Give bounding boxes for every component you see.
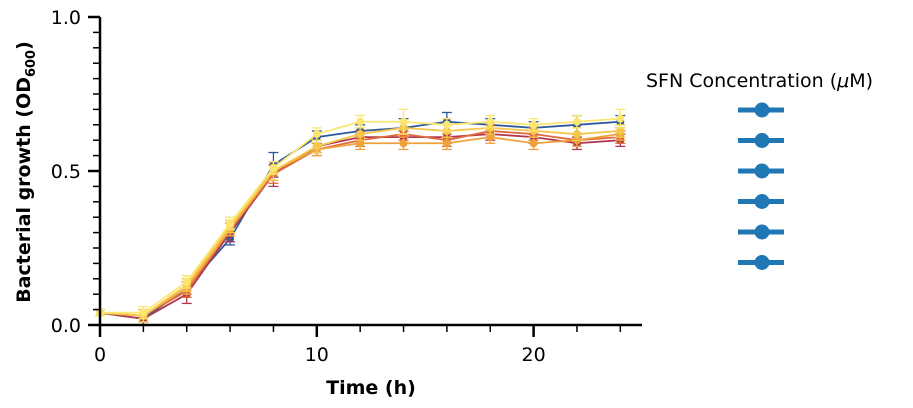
data-point xyxy=(356,117,365,126)
legend-entry xyxy=(738,133,784,148)
legend-marker xyxy=(754,224,770,240)
axes: 0 10 20 0.0 0.5 1.0 xyxy=(51,7,642,366)
legend-marker xyxy=(754,102,770,118)
series-6 xyxy=(95,108,626,320)
data-point xyxy=(399,117,408,126)
x-ticks: 0 10 20 xyxy=(94,325,622,366)
legend-entries xyxy=(738,102,784,270)
data-point xyxy=(572,130,581,139)
data-point xyxy=(616,126,625,135)
y-axis-label-close: ) xyxy=(13,41,35,50)
legend-entry xyxy=(738,255,784,270)
data-point xyxy=(442,120,451,129)
legend-title: SFN Concentration (μM) xyxy=(646,70,873,92)
x-tick-label: 20 xyxy=(522,344,546,366)
data-point xyxy=(182,277,191,286)
legend-entry xyxy=(738,163,784,179)
legend-entry xyxy=(738,224,784,240)
y-tick-label: 0.5 xyxy=(51,161,81,183)
series-line xyxy=(99,120,621,320)
legend-marker xyxy=(754,163,770,179)
legend-entry xyxy=(738,102,784,118)
x-tick-label: 0 xyxy=(94,344,106,366)
data-point xyxy=(486,133,495,142)
data-point xyxy=(139,308,148,317)
data-point xyxy=(486,117,495,126)
legend-title-text: SFN Concentration ( xyxy=(646,70,837,92)
y-axis-label-sub: 600 xyxy=(24,50,39,77)
legend-marker xyxy=(754,255,770,270)
x-axis-label: Time (h) xyxy=(326,377,416,399)
data-point xyxy=(529,120,538,129)
data-point xyxy=(312,130,321,139)
legend-title-unit: M) xyxy=(849,70,873,92)
y-tick-label: 0.0 xyxy=(51,315,81,337)
data-point xyxy=(529,139,538,148)
data-point xyxy=(226,219,235,228)
legend-marker xyxy=(754,194,770,209)
series-5 xyxy=(95,121,626,323)
legend-marker xyxy=(754,133,770,148)
data-point xyxy=(312,142,321,151)
legend: SFN Concentration (μM) xyxy=(646,70,873,270)
y-axis-label: Bacterial growth (OD600) xyxy=(13,41,39,303)
data-point xyxy=(442,139,451,148)
data-point xyxy=(356,139,365,148)
legend-title-mu: μ xyxy=(836,70,849,92)
y-ticks: 0.0 0.5 1.0 xyxy=(51,7,100,337)
data-point xyxy=(399,139,408,148)
series-layer xyxy=(95,108,626,326)
x-tick-label: 10 xyxy=(305,344,329,366)
data-point xyxy=(356,130,365,139)
data-point xyxy=(616,114,625,123)
y-axis-label-main: Bacterial growth (OD xyxy=(13,77,35,303)
y-tick-label: 1.0 xyxy=(51,7,81,29)
legend-entry xyxy=(738,194,784,209)
data-point xyxy=(269,163,278,172)
series-3 xyxy=(95,124,626,323)
plot-area xyxy=(95,108,626,326)
data-point xyxy=(572,117,581,126)
